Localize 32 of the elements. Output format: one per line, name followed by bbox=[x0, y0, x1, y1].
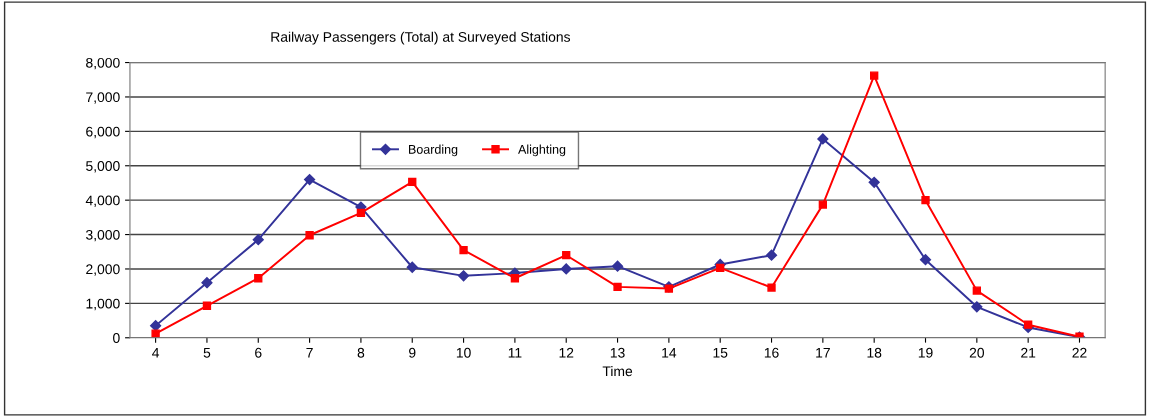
y-tick-label: 2,000 bbox=[86, 264, 120, 276]
x-tick-label: 21 bbox=[1021, 347, 1036, 358]
x-tick-label: 17 bbox=[816, 348, 830, 358]
y-tick-label: 7,000 bbox=[86, 92, 120, 104]
x-tick-label: 16 bbox=[764, 347, 779, 358]
x-tick-label: 4 bbox=[152, 348, 160, 358]
x-tick-label: 15 bbox=[713, 348, 728, 358]
x-tick-label: 7 bbox=[306, 348, 313, 358]
y-tick-label: 5,000 bbox=[86, 161, 120, 173]
y-tick-label: 4,000 bbox=[85, 195, 120, 207]
x-tick-label: 11 bbox=[508, 348, 522, 358]
x-tick-label: 9 bbox=[409, 347, 416, 358]
x-tick-label: 20 bbox=[969, 347, 985, 358]
legend-label: Boarding bbox=[409, 144, 458, 157]
x-tick-label: 12 bbox=[559, 347, 574, 358]
x-tick-label: 22 bbox=[1072, 347, 1087, 358]
legend-label: Alighting bbox=[518, 144, 566, 157]
y-tick-label: 6,000 bbox=[86, 126, 120, 139]
x-axis-title: Time bbox=[602, 365, 633, 377]
x-tick-label: 5 bbox=[203, 348, 211, 358]
x-tick-label: 19 bbox=[918, 347, 933, 358]
y-tick-label: 8,000 bbox=[86, 57, 120, 70]
x-tick-label: 8 bbox=[357, 347, 365, 358]
y-tick-label: 1,000 bbox=[86, 298, 120, 311]
x-tick-label: 18 bbox=[867, 347, 882, 358]
y-tick-label: 3,000 bbox=[86, 229, 120, 242]
y-tick-label: 0 bbox=[113, 333, 120, 343]
chart-title: Railway Passengers (Total) at Surveyed Stations bbox=[271, 31, 571, 45]
x-tick-label: 6 bbox=[255, 347, 262, 358]
x-tick-label: 14 bbox=[662, 348, 677, 358]
x-tick-label: 13 bbox=[610, 347, 625, 358]
x-tick-label: 10 bbox=[456, 347, 471, 358]
